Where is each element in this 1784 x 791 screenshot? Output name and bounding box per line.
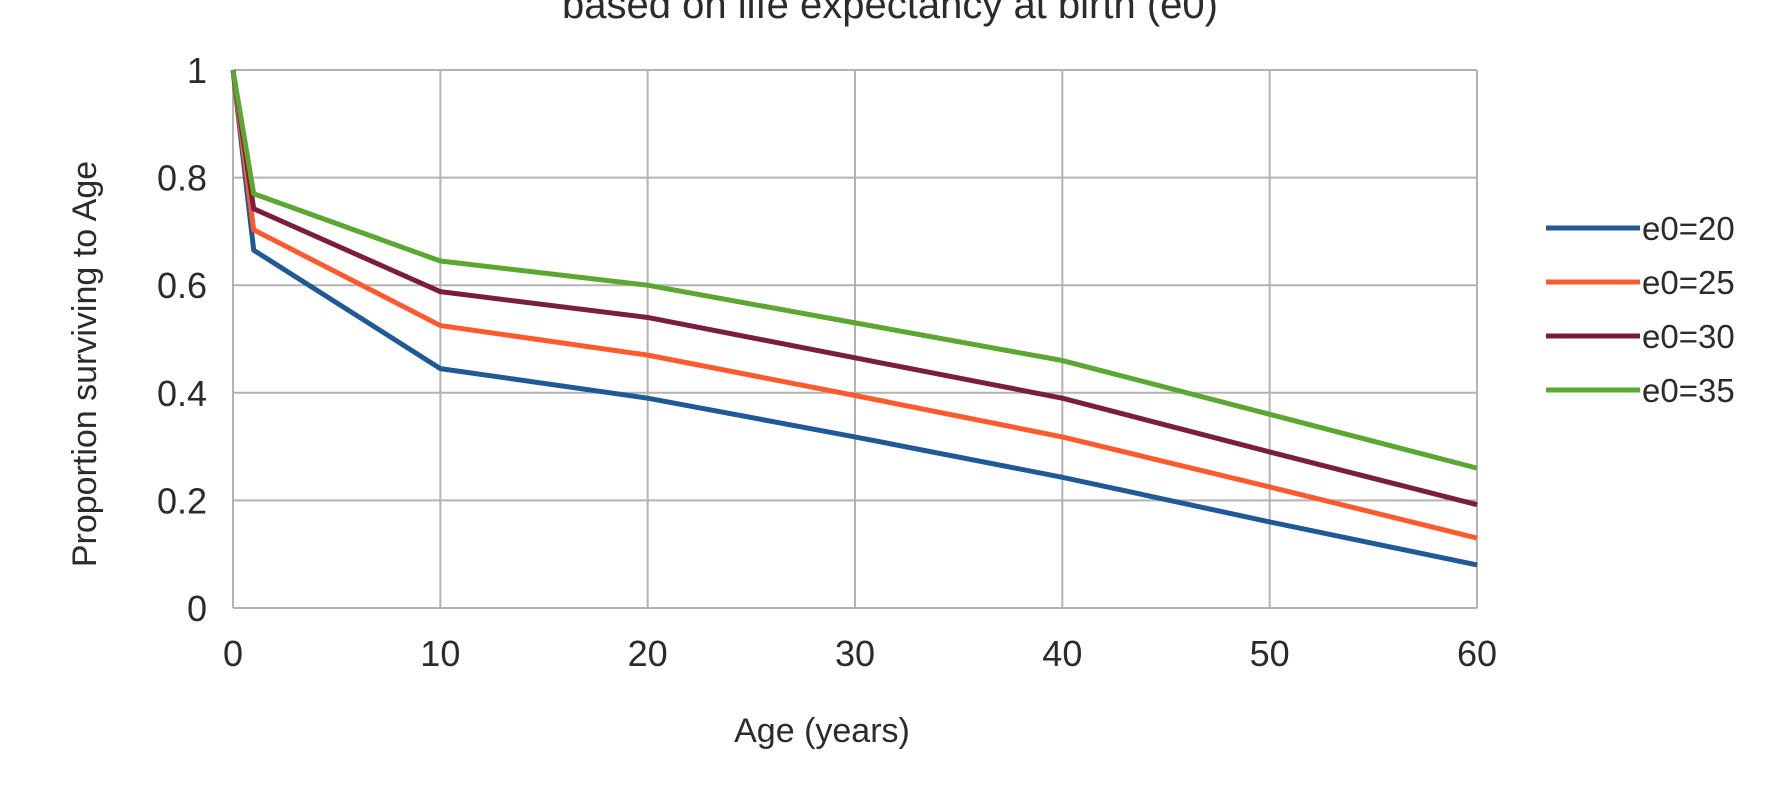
grid (232, 69, 1478, 609)
chart-title: based on life expectancy at birth (e0) (562, 0, 1218, 27)
series-line-e0-30 (230, 69, 1478, 508)
x-tick-label: 20 (628, 633, 668, 674)
x-tick-label: 30 (835, 633, 875, 674)
legend: e0=20 e0=25 e0=30 e0=35 (1546, 210, 1735, 409)
x-axis-label: Age (years) (734, 712, 910, 750)
y-tick-label: 1 (187, 50, 207, 91)
y-axis-label: Proportion surviving to Age (66, 161, 104, 567)
x-tick-label: 40 (1042, 633, 1082, 674)
x-tick-label: 50 (1250, 633, 1290, 674)
x-tick-label: 10 (420, 633, 460, 674)
x-tick-label: 0 (223, 633, 243, 674)
y-tick-label: 0.4 (157, 373, 207, 414)
series-line-e0-20 (230, 69, 1478, 568)
legend-label: e0=20 (1642, 210, 1735, 247)
tick-labels: 0 10 20 30 40 50 60 0 0.2 0.4 0.6 0.8 1 (157, 50, 1497, 674)
series-layer (230, 69, 1478, 568)
series-line-e0-35 (230, 69, 1478, 471)
y-tick-label: 0.2 (157, 480, 207, 521)
x-tick-label: 60 (1457, 633, 1497, 674)
legend-label: e0=35 (1642, 372, 1735, 409)
legend-label: e0=30 (1642, 318, 1735, 355)
series-line-e0-25 (230, 69, 1478, 541)
y-tick-label: 0 (187, 588, 207, 629)
y-tick-label: 0.6 (157, 265, 207, 306)
y-tick-label: 0.8 (157, 158, 207, 199)
legend-label: e0=25 (1642, 264, 1735, 301)
